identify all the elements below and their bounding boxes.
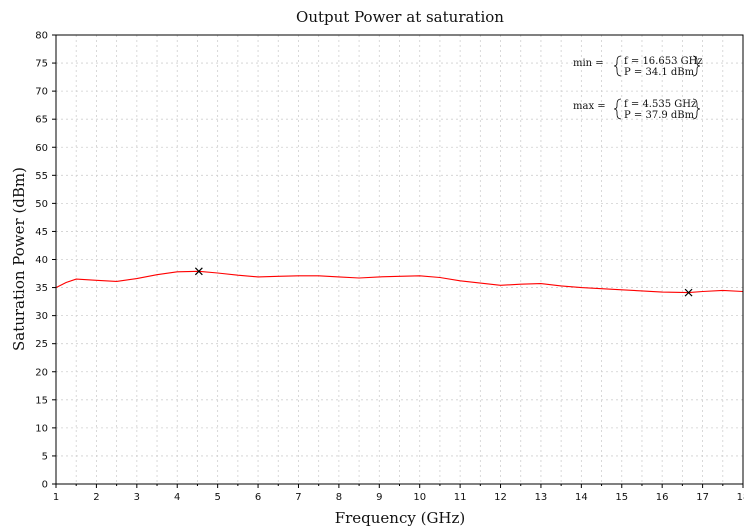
y-tick-label: 75 bbox=[35, 59, 48, 70]
series-layer bbox=[55, 270, 744, 294]
min-marker-stroke bbox=[684, 288, 693, 297]
y-tick-label: 15 bbox=[35, 395, 48, 406]
annotation-label: min = bbox=[573, 58, 604, 69]
x-tick-label: 11 bbox=[454, 492, 467, 503]
y-tick-label: 45 bbox=[35, 227, 48, 238]
y-tick-label: 25 bbox=[35, 339, 48, 350]
x-tick-label: 16 bbox=[656, 492, 669, 503]
x-tick-label: 10 bbox=[413, 492, 426, 503]
y-tick-label: 70 bbox=[35, 87, 48, 98]
axes-layer: 1234567891011121314151617180510152025303… bbox=[35, 31, 744, 504]
x-tick-label: 5 bbox=[214, 492, 220, 503]
x-tick-label: 6 bbox=[255, 492, 261, 503]
annotation-right-brace bbox=[692, 98, 701, 120]
chart-title: Output Power at saturation bbox=[296, 8, 504, 26]
x-tick-label: 3 bbox=[134, 492, 140, 503]
y-tick-label: 20 bbox=[35, 367, 48, 378]
power-curve bbox=[55, 270, 744, 294]
x-tick-label: 8 bbox=[336, 492, 342, 503]
y-tick-label: 55 bbox=[35, 171, 48, 182]
y-tick-label: 50 bbox=[35, 199, 48, 210]
max-marker bbox=[194, 267, 203, 276]
min-marker bbox=[684, 288, 693, 297]
x-tick-label: 1 bbox=[53, 492, 59, 503]
y-tick-label: 60 bbox=[35, 143, 48, 154]
y-tick-label: 35 bbox=[35, 283, 48, 294]
x-tick-label: 9 bbox=[376, 492, 382, 503]
annotation-power: P = 34.1 dBm bbox=[624, 67, 695, 78]
y-tick-label: 40 bbox=[35, 255, 48, 266]
marker-layer bbox=[194, 267, 693, 297]
x-tick-label: 15 bbox=[615, 492, 628, 503]
y-tick-label: 65 bbox=[35, 115, 48, 126]
x-axis-label: Frequency (GHz) bbox=[335, 509, 466, 527]
y-tick-label: 80 bbox=[35, 31, 48, 42]
annotation-left-brace bbox=[613, 98, 622, 120]
annotation-label: max = bbox=[573, 101, 606, 112]
annotation-frequency: f = 16.653 GHz bbox=[624, 56, 703, 67]
annotation-left-brace bbox=[613, 55, 622, 77]
x-tick-label: 14 bbox=[575, 492, 588, 503]
x-tick-label: 12 bbox=[494, 492, 507, 503]
x-tick-label: 2 bbox=[93, 492, 99, 503]
annotation-power: P = 37.9 dBm bbox=[624, 110, 695, 121]
y-tick-label: 5 bbox=[42, 451, 48, 462]
y-tick-label: 0 bbox=[42, 480, 48, 491]
y-axis-label: Saturation Power (dBm) bbox=[10, 167, 28, 351]
x-tick-label: 4 bbox=[174, 492, 180, 503]
x-tick-label: 17 bbox=[696, 492, 709, 503]
y-tick-label: 10 bbox=[35, 423, 48, 434]
x-tick-label: 18 bbox=[737, 492, 744, 503]
annotation-right-brace bbox=[692, 55, 701, 77]
x-tick-label: 7 bbox=[295, 492, 301, 503]
plot-frame bbox=[55, 34, 744, 485]
x-tick-label: 13 bbox=[535, 492, 548, 503]
annotation-frequency: f = 4.535 GHz bbox=[624, 99, 696, 110]
max-marker-stroke bbox=[194, 267, 203, 276]
y-tick-label: 30 bbox=[35, 311, 48, 322]
